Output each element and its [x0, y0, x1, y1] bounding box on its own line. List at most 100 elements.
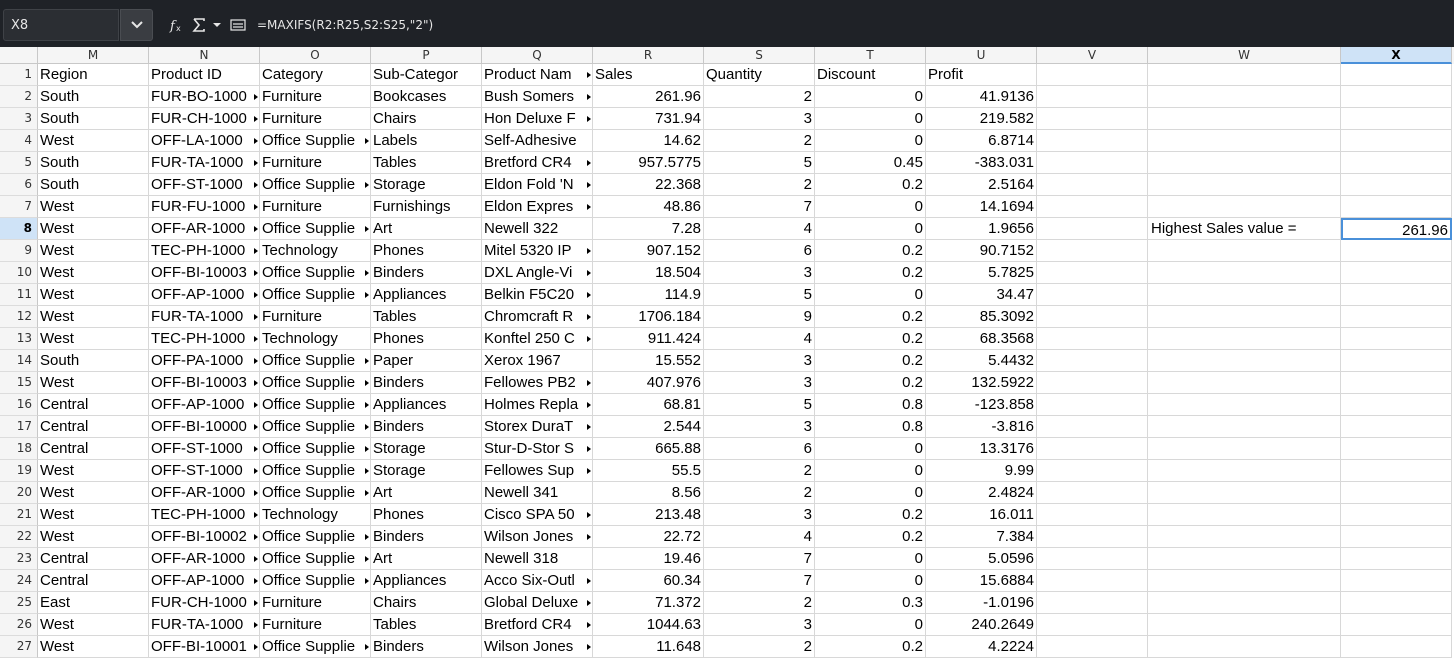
data-cell[interactable]: Hon Deluxe F [482, 108, 593, 130]
data-cell[interactable]: West [38, 372, 149, 394]
data-cell[interactable]: Labels [371, 130, 482, 152]
empty-cell[interactable] [1341, 240, 1452, 262]
data-cell[interactable]: 3 [704, 262, 815, 284]
data-cell[interactable]: Binders [371, 636, 482, 658]
data-cell[interactable]: 85.3092 [926, 306, 1037, 328]
empty-cell[interactable] [1341, 482, 1452, 504]
data-cell[interactable]: 0.2 [815, 372, 926, 394]
data-cell[interactable]: South [38, 86, 149, 108]
equals-icon[interactable] [229, 14, 247, 36]
empty-cell[interactable] [1037, 240, 1148, 262]
data-cell[interactable]: Tables [371, 152, 482, 174]
data-cell[interactable]: 55.5 [593, 460, 704, 482]
data-cell[interactable]: West [38, 240, 149, 262]
data-cell[interactable]: West [38, 526, 149, 548]
row-header-10[interactable]: 10 [0, 262, 38, 284]
data-cell[interactable]: 2.4824 [926, 482, 1037, 504]
data-cell[interactable]: Office Supplie [260, 482, 371, 504]
data-cell[interactable]: 213.48 [593, 504, 704, 526]
data-cell[interactable]: 0.8 [815, 416, 926, 438]
row-header-5[interactable]: 5 [0, 152, 38, 174]
data-cell[interactable]: 7 [704, 548, 815, 570]
empty-cell[interactable] [1148, 636, 1341, 658]
data-cell[interactable]: 407.976 [593, 372, 704, 394]
empty-cell[interactable] [1341, 306, 1452, 328]
data-cell[interactable]: Furniture [260, 306, 371, 328]
data-cell[interactable]: 2 [704, 130, 815, 152]
data-cell[interactable]: Cisco SPA 50 [482, 504, 593, 526]
data-cell[interactable]: Newell 341 [482, 482, 593, 504]
data-cell[interactable]: Fellowes PB2 [482, 372, 593, 394]
data-cell[interactable]: 34.47 [926, 284, 1037, 306]
data-cell[interactable]: 48.86 [593, 196, 704, 218]
data-cell[interactable]: 3 [704, 108, 815, 130]
data-cell[interactable]: 90.7152 [926, 240, 1037, 262]
data-cell[interactable]: Office Supplie [260, 394, 371, 416]
empty-cell[interactable] [1037, 152, 1148, 174]
data-cell[interactable]: Konftel 250 C [482, 328, 593, 350]
data-cell[interactable]: Eldon Fold 'N [482, 174, 593, 196]
data-cell[interactable]: FUR-TA-1000 [149, 306, 260, 328]
data-cell[interactable]: 0.2 [815, 526, 926, 548]
data-cell[interactable]: 0 [815, 570, 926, 592]
data-cell[interactable]: 0 [815, 482, 926, 504]
data-cell[interactable]: 11.648 [593, 636, 704, 658]
data-cell[interactable]: TEC-PH-1000 [149, 504, 260, 526]
data-cell[interactable]: South [38, 108, 149, 130]
data-cell[interactable]: West [38, 614, 149, 636]
data-cell[interactable]: OFF-BI-10003 [149, 372, 260, 394]
data-cell[interactable]: 0 [815, 548, 926, 570]
data-cell[interactable]: 0 [815, 438, 926, 460]
empty-cell[interactable] [1148, 306, 1341, 328]
column-header-w[interactable]: W [1148, 47, 1341, 64]
data-cell[interactable]: OFF-ST-1000 [149, 460, 260, 482]
data-cell[interactable]: 0.2 [815, 328, 926, 350]
data-cell[interactable]: 2 [704, 592, 815, 614]
data-cell[interactable]: Storage [371, 174, 482, 196]
data-cell[interactable]: DXL Angle-Vi [482, 262, 593, 284]
empty-cell[interactable] [1341, 108, 1452, 130]
empty-cell[interactable] [1037, 284, 1148, 306]
empty-cell[interactable] [1148, 614, 1341, 636]
data-cell[interactable]: 9.99 [926, 460, 1037, 482]
data-cell[interactable]: 2 [704, 86, 815, 108]
data-cell[interactable]: 2.5164 [926, 174, 1037, 196]
data-cell[interactable]: 665.88 [593, 438, 704, 460]
data-cell[interactable]: Furnishings [371, 196, 482, 218]
data-cell[interactable]: OFF-AR-1000 [149, 482, 260, 504]
empty-cell[interactable] [1341, 328, 1452, 350]
data-cell[interactable]: 14.62 [593, 130, 704, 152]
column-header-m[interactable]: M [38, 47, 149, 64]
data-cell[interactable]: Chromcraft R [482, 306, 593, 328]
row-header-6[interactable]: 6 [0, 174, 38, 196]
data-cell[interactable]: OFF-AR-1000 [149, 548, 260, 570]
empty-cell[interactable] [1341, 86, 1452, 108]
data-cell[interactable]: West [38, 262, 149, 284]
data-cell[interactable]: 3 [704, 416, 815, 438]
data-cell[interactable]: Storage [371, 438, 482, 460]
data-cell[interactable]: 0 [815, 614, 926, 636]
data-cell[interactable]: 0.2 [815, 306, 926, 328]
empty-cell[interactable] [1148, 64, 1341, 86]
data-cell[interactable]: 22.72 [593, 526, 704, 548]
data-cell[interactable]: Office Supplie [260, 174, 371, 196]
empty-cell[interactable] [1037, 504, 1148, 526]
data-cell[interactable]: 2 [704, 636, 815, 658]
data-cell[interactable]: 0.3 [815, 592, 926, 614]
header-cell[interactable]: Discount [815, 64, 926, 86]
data-cell[interactable]: FUR-FU-1000 [149, 196, 260, 218]
data-cell[interactable]: OFF-AP-1000 [149, 394, 260, 416]
empty-cell[interactable] [1148, 130, 1341, 152]
data-cell[interactable]: 4.2224 [926, 636, 1037, 658]
empty-cell[interactable] [1037, 130, 1148, 152]
data-cell[interactable]: 0.8 [815, 394, 926, 416]
data-cell[interactable]: 18.504 [593, 262, 704, 284]
data-cell[interactable]: Appliances [371, 570, 482, 592]
data-cell[interactable]: Acco Six-Outl [482, 570, 593, 592]
data-cell[interactable]: 41.9136 [926, 86, 1037, 108]
data-cell[interactable]: Binders [371, 372, 482, 394]
data-cell[interactable]: Newell 318 [482, 548, 593, 570]
header-cell[interactable]: Category [260, 64, 371, 86]
data-cell[interactable]: 1.9656 [926, 218, 1037, 240]
